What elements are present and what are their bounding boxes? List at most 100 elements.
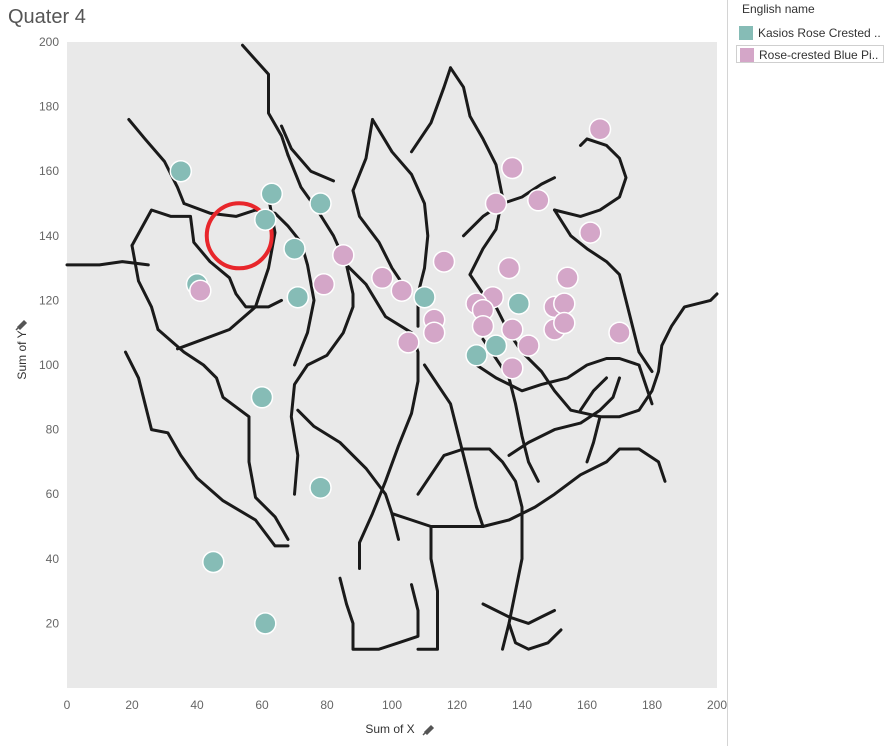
y-tick-label: 140 <box>39 229 59 243</box>
legend-item-rose-crested[interactable]: Rose-crested Blue Pi.. <box>736 45 884 63</box>
x-tick-label: 160 <box>577 698 597 712</box>
y-tick-label: 160 <box>39 164 59 178</box>
rose-crested-point[interactable] <box>501 156 524 180</box>
rose-crested-point[interactable] <box>484 192 508 215</box>
rose-crested-point[interactable] <box>432 250 456 273</box>
x-tick-label: 60 <box>255 698 269 712</box>
trail-path <box>462 176 556 238</box>
kasios-point[interactable] <box>254 208 277 231</box>
kasios-point[interactable] <box>250 386 274 409</box>
rose-crested-point[interactable] <box>390 279 414 302</box>
y-axis-title: Sum of Y <box>15 330 29 379</box>
trail-path <box>182 202 316 367</box>
x-tick-label: 140 <box>512 698 532 712</box>
trail-path <box>345 263 420 570</box>
trail-path <box>127 118 186 205</box>
rose-crested-point[interactable] <box>422 321 446 344</box>
highlight-circle <box>204 201 274 271</box>
trail-path <box>481 602 556 625</box>
kasios-point[interactable] <box>309 476 332 499</box>
axis-ticks: 0 20 40 60 80 100 120 140 160 180 200 20 40 60 80 100 12… <box>39 35 727 712</box>
trail-path <box>156 328 290 541</box>
kasios-point[interactable] <box>202 550 225 574</box>
trail-path <box>507 621 563 651</box>
y-tick-label: 60 <box>46 487 60 501</box>
x-tick-label: 100 <box>382 698 402 712</box>
rose-crested-point[interactable] <box>517 334 540 357</box>
legend-label: Kasios Rose Crested .. <box>758 26 881 40</box>
trail-path <box>553 208 654 373</box>
x-tick-label: 120 <box>447 698 467 712</box>
legend-title: English name <box>742 2 815 16</box>
kasios-point[interactable] <box>260 182 284 206</box>
trail-path <box>130 244 160 331</box>
kasios-point[interactable] <box>465 344 488 367</box>
kasios-point[interactable] <box>283 237 306 260</box>
x-tick-label: 40 <box>190 698 204 712</box>
x-axis-title: Sum of X <box>365 722 414 736</box>
chart-title: Quater 4 <box>8 6 86 28</box>
rose-crested-point[interactable] <box>497 256 521 280</box>
rose-crested-point[interactable] <box>332 243 355 267</box>
trail-path <box>416 525 439 651</box>
trail-path <box>481 337 540 483</box>
x-axis-pin-icon[interactable] <box>422 724 435 736</box>
rose-crested-point[interactable] <box>553 311 576 335</box>
plot-area <box>67 42 717 688</box>
trail-map <box>65 43 719 651</box>
trail-path <box>416 447 524 651</box>
kasios-point[interactable] <box>169 159 193 183</box>
trail-path <box>241 43 290 157</box>
rose-crested-point[interactable] <box>189 279 212 302</box>
y-tick-label: 20 <box>46 616 60 630</box>
trail-path <box>410 66 452 154</box>
trail-path <box>475 357 654 406</box>
kasios-point[interactable] <box>309 192 332 215</box>
kasios-point[interactable] <box>286 285 310 309</box>
trail-path <box>124 350 290 548</box>
trail-path <box>351 189 407 289</box>
trail-path <box>449 66 504 277</box>
legend-swatch <box>740 48 754 62</box>
kasios-point[interactable] <box>254 612 277 635</box>
trail-path <box>507 376 621 457</box>
rose-crested-point[interactable] <box>312 273 336 296</box>
y-tick-label: 180 <box>39 100 59 114</box>
rose-crested-point[interactable] <box>588 117 612 141</box>
y-tick-label: 40 <box>46 552 60 566</box>
rose-crested-point[interactable] <box>608 321 631 344</box>
scatter-chart: 0 20 40 60 80 100 120 140 160 180 200 20 40 60 80 100 12… <box>15 35 727 736</box>
legend-panel: English name Kasios Rose Crested .. Rose… <box>727 0 885 746</box>
kasios-point[interactable] <box>413 285 436 309</box>
rose-crested-point[interactable] <box>579 221 602 244</box>
x-tick-label: 180 <box>642 698 662 712</box>
rose-crested-point[interactable] <box>501 356 524 380</box>
rose-crested-point[interactable] <box>527 189 550 212</box>
rose-crested-point[interactable] <box>553 292 576 315</box>
x-tick-label: 20 <box>125 698 139 712</box>
y-tick-label: 100 <box>39 358 59 372</box>
trail-path <box>585 415 602 464</box>
rose-crested-point[interactable] <box>371 266 394 290</box>
trail-path <box>338 576 420 651</box>
data-points <box>169 117 631 635</box>
legend-item-kasios[interactable]: Kasios Rose Crested .. <box>736 24 884 42</box>
y-tick-label: 200 <box>39 35 59 49</box>
rose-crested-point[interactable] <box>397 331 420 354</box>
trail-path <box>280 124 335 183</box>
y-axis-pin-icon[interactable] <box>15 319 28 331</box>
trail-path <box>423 363 485 528</box>
kasios-point[interactable] <box>507 292 531 315</box>
kasios-point[interactable] <box>484 334 508 357</box>
rose-crested-point[interactable] <box>471 314 495 338</box>
x-tick-label: 80 <box>320 698 334 712</box>
x-tick-label: 200 <box>707 698 727 712</box>
rose-crested-point[interactable] <box>556 266 579 290</box>
y-tick-label: 120 <box>39 293 59 307</box>
trail-path <box>176 195 277 351</box>
trail-path <box>579 376 608 412</box>
rose-crested-point[interactable] <box>501 318 524 341</box>
x-tick-label: 0 <box>64 698 71 712</box>
legend-swatch <box>739 26 753 40</box>
y-tick-label: 80 <box>46 423 60 437</box>
